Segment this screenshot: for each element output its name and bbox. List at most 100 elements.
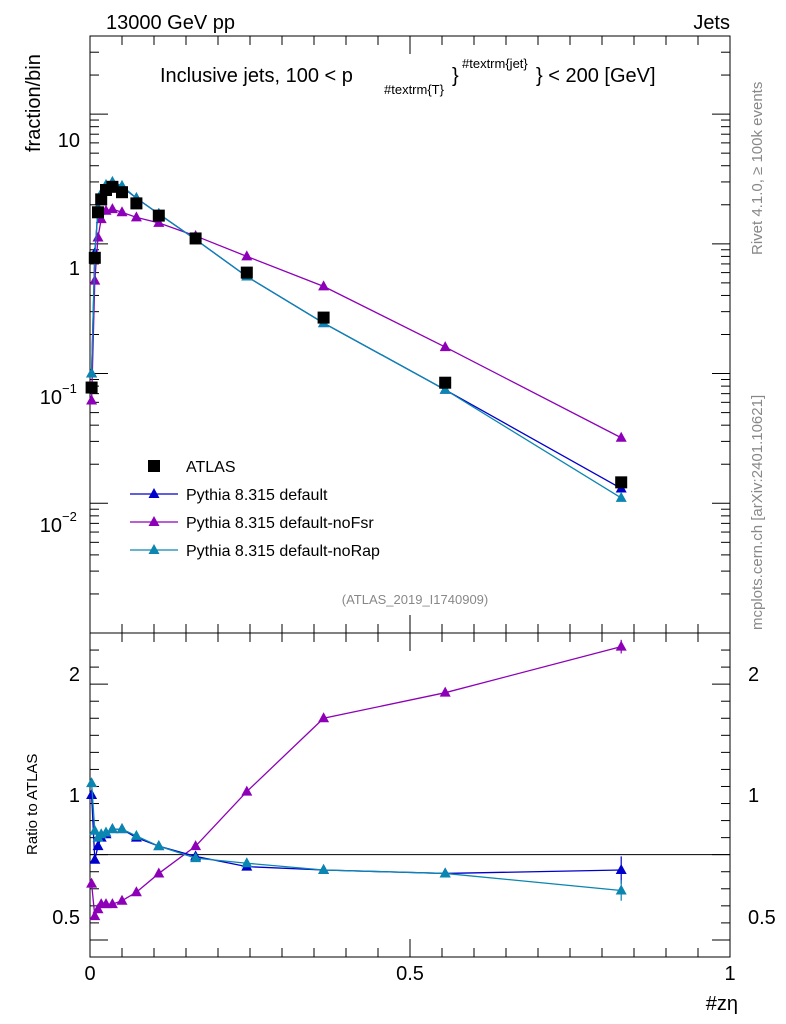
atlas-point <box>240 266 253 279</box>
series-point <box>130 211 142 222</box>
ratio-point <box>116 823 128 834</box>
ratio-point <box>89 910 101 921</box>
xtick-labels: 0 0.5 1 <box>84 963 735 985</box>
title-brace: } <box>452 65 459 87</box>
ytick-label-10: 10 <box>58 130 80 152</box>
main-series-layer <box>85 175 628 502</box>
series-point <box>86 394 98 405</box>
ratio-point <box>130 829 142 840</box>
ratio-ytick-1: 1 <box>69 785 80 807</box>
ratio-ytick-2: 2 <box>69 664 80 686</box>
ratio-ytick-labels-right: 0.5 1 2 <box>748 664 776 929</box>
ratio-point <box>615 640 627 651</box>
ratio-point <box>89 824 101 835</box>
rivet-label: Rivet 4.1.0, ≥ 100k events <box>749 82 766 255</box>
ratio-point <box>318 864 330 875</box>
ratio-ytick-right-1: 1 <box>748 785 759 807</box>
ratio-panel-frame <box>89 632 731 958</box>
ratio-ytick-right-2: 2 <box>748 664 759 686</box>
atlas-point <box>130 197 143 210</box>
energy-label: 13000 GeV pp <box>106 12 235 34</box>
ratio-point <box>241 857 253 868</box>
ytick-exponent-0.01: −2 <box>62 509 77 524</box>
ratio-series-pythia-8-315-default <box>86 789 627 884</box>
ratio-point <box>153 867 165 878</box>
ratio-line <box>90 783 622 892</box>
series-point <box>241 250 253 261</box>
y-axis-label-main: fraction/bin <box>23 54 45 152</box>
ratio-point <box>92 903 104 914</box>
ratio-point <box>615 884 627 895</box>
legend-label-default: Pythia 8.315 default <box>186 487 328 504</box>
ratio-axis-ticks <box>89 632 731 958</box>
series-pythia-8-315-default-nofsr <box>86 203 627 442</box>
series-line <box>90 208 622 439</box>
ratio-point <box>190 852 202 863</box>
main-ytick-labels: 10 1 10 −1 10 −2 <box>40 130 80 537</box>
ratio-point <box>439 867 451 878</box>
ratio-point <box>89 853 101 864</box>
analysis-watermark: (ATLAS_2019_I1740909) <box>342 592 488 607</box>
ratio-point <box>86 877 98 888</box>
series-point <box>86 367 98 378</box>
ratio-point <box>92 840 104 851</box>
ratio-point <box>106 898 118 909</box>
series-line <box>90 182 622 490</box>
atlas-point <box>439 376 452 389</box>
legend-marker-nofsr <box>148 516 160 526</box>
y-axis-label-ratio: Ratio to ATLAS <box>24 754 41 855</box>
atlas-point <box>95 193 108 206</box>
atlas-point <box>615 476 628 489</box>
series-atlas <box>85 180 628 489</box>
atlas-point <box>85 381 98 394</box>
series-point <box>116 206 128 217</box>
ratio-point <box>439 686 451 697</box>
legend-label-norap: Pythia 8.315 default-noRap <box>186 543 380 560</box>
ratio-ytick-0.5: 0.5 <box>52 907 80 929</box>
ratio-point <box>100 826 112 837</box>
series-point <box>153 216 165 227</box>
title-superscript: #textrm{jet} <box>462 56 528 71</box>
series-point <box>439 341 451 352</box>
ratio-point <box>86 777 98 788</box>
atlas-point <box>189 232 202 245</box>
mcplots-label: mcplots.cern.ch [arXiv:2401.10621] <box>749 395 766 630</box>
title-text: Inclusive jets, 100 < p <box>160 65 353 87</box>
ratio-ytick-right-0.5: 0.5 <box>748 907 776 929</box>
ytick-exponent-0.1: −1 <box>62 381 77 396</box>
ratio-point <box>86 789 98 799</box>
ratio-point <box>153 840 165 851</box>
ytick-label-1: 1 <box>69 258 80 280</box>
atlas-point <box>106 180 119 193</box>
legend-marker-norap <box>148 544 160 554</box>
ratio-point <box>106 823 118 834</box>
ratio-series-pythia-8-315-default-nofsr <box>86 639 627 921</box>
ratio-point <box>130 886 142 897</box>
xtick-0.5: 0.5 <box>396 963 424 985</box>
jets-label: Jets <box>693 12 730 34</box>
series-point <box>318 280 330 291</box>
legend-marker-atlas <box>148 460 160 472</box>
ratio-point <box>190 840 202 851</box>
ratio-line <box>90 646 622 919</box>
series-point <box>615 491 627 502</box>
atlas-point <box>152 209 165 222</box>
legend: ATLAS Pythia 8.315 default Pythia 8.315 … <box>130 459 380 560</box>
title-tail: } < 200 [GeV] <box>536 65 656 87</box>
title-subscript: #textrm{T} <box>384 82 445 97</box>
ratio-point <box>615 864 627 875</box>
ratio-ytick-labels-left: 0.5 1 2 <box>52 664 80 929</box>
atlas-point <box>116 186 128 199</box>
series-point <box>439 383 451 394</box>
main-axis-ticks <box>89 35 731 634</box>
atlas-point <box>317 311 330 324</box>
series-point <box>615 431 627 442</box>
ratio-point <box>318 712 330 723</box>
ratio-series-layer <box>86 639 627 921</box>
ytick-label-0.01: 10 <box>40 515 62 537</box>
legend-label-nofsr: Pythia 8.315 default-noFsr <box>186 515 374 532</box>
series-point <box>92 231 104 242</box>
atlas-point <box>88 251 101 264</box>
atlas-point <box>92 206 104 219</box>
